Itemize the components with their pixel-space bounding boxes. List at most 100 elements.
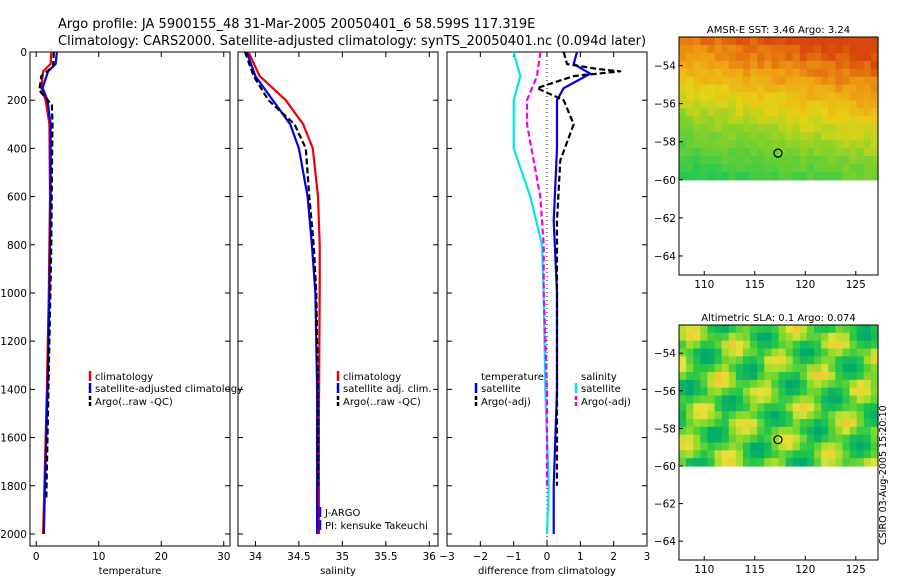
- heatmap-cell: [750, 379, 758, 389]
- heatmap-cell: [707, 387, 716, 397]
- heatmap-cell: [742, 395, 751, 404]
- heatmap-cell: [842, 364, 851, 373]
- legend-label: J-ARGO: [324, 508, 361, 519]
- heatmap-cell: [721, 450, 730, 459]
- heatmap-cell: [750, 76, 758, 86]
- heatmap-cell: [700, 395, 709, 404]
- map-y-tick-label: −56: [654, 386, 676, 398]
- heatmap-cell: [785, 450, 794, 459]
- heatmap-cell: [742, 325, 751, 334]
- heatmap-cell: [742, 348, 751, 357]
- heatmap-cell: [835, 108, 844, 117]
- heatmap-cell: [721, 458, 730, 467]
- heatmap-cell: [870, 60, 879, 70]
- heatmap-cell: [835, 426, 844, 436]
- heatmap-cell: [764, 132, 772, 141]
- heatmap-cell: [856, 60, 865, 70]
- heatmap-cell: [821, 52, 829, 62]
- heatmap-cell: [828, 458, 836, 467]
- heatmap-cell: [750, 458, 758, 467]
- panel-frame: [237, 51, 439, 547]
- heatmap-cell: [707, 395, 716, 404]
- heatmap-cell: [863, 140, 872, 149]
- heatmap-cell: [686, 419, 694, 428]
- heatmap-cell: [750, 37, 758, 46]
- heatmap-cell: [821, 171, 829, 181]
- heatmap-cell: [728, 458, 737, 467]
- map-border: [678, 324, 879, 561]
- heatmap-cell: [757, 84, 765, 94]
- heatmap-cell: [835, 364, 844, 373]
- heatmap-cell: [757, 387, 765, 397]
- heatmap-cell: [757, 411, 765, 420]
- heatmap-cell: [821, 60, 829, 70]
- heatmap-cell: [721, 364, 730, 373]
- heatmap-cell: [778, 124, 787, 133]
- heatmap-cell: [728, 372, 737, 381]
- heatmap-cell: [863, 163, 872, 173]
- heatmap-cell: [679, 108, 687, 117]
- heatmap-cell: [792, 163, 801, 173]
- heatmap-cell: [742, 387, 751, 397]
- heatmap-cell: [764, 84, 772, 94]
- heatmap-cell: [728, 163, 737, 173]
- heatmap-cell: [778, 68, 787, 78]
- map-y-tick-label: −62: [654, 213, 676, 225]
- heatmap-cell: [693, 458, 701, 467]
- heatmap-cell: [700, 116, 709, 125]
- heatmap-cell: [686, 442, 694, 451]
- heatmap-cell: [700, 76, 709, 86]
- heatmap-cell: [721, 92, 730, 102]
- heatmap-cell: [735, 44, 744, 54]
- legend-label: salinity: [581, 372, 617, 383]
- heatmap-cell: [835, 356, 844, 365]
- x-axis-label: difference from climatology: [478, 566, 616, 577]
- x-tick-label: 30: [217, 551, 230, 563]
- heatmap-cell: [842, 116, 851, 125]
- heatmap-cell: [750, 148, 758, 157]
- heatmap-cell: [849, 92, 858, 102]
- heatmap-cell: [778, 325, 787, 334]
- heatmap-cell: [750, 325, 758, 334]
- heatmap-cell: [856, 52, 865, 62]
- heatmap-cell: [735, 372, 744, 381]
- heatmap-cell: [742, 426, 751, 436]
- heatmap-cell: [700, 140, 709, 149]
- heatmap-cell: [778, 116, 787, 125]
- heatmap-cell: [814, 379, 822, 389]
- heatmap-cell: [778, 426, 787, 436]
- heatmap-cell: [856, 124, 865, 133]
- heatmap-cell: [721, 340, 730, 350]
- x-tick-label: 35.5: [374, 551, 397, 563]
- heatmap-cell: [785, 332, 794, 342]
- heatmap-cell: [814, 108, 822, 117]
- heatmap-cell: [821, 163, 829, 173]
- heatmap-cell: [863, 124, 872, 133]
- heatmap-cell: [849, 395, 858, 404]
- heatmap-cell: [686, 450, 694, 459]
- heatmap-cell: [714, 156, 723, 165]
- heatmap-cell: [835, 68, 844, 78]
- heatmap-cell: [792, 37, 801, 46]
- heatmap-cell: [714, 387, 723, 397]
- heatmap-cell: [714, 395, 723, 404]
- heatmap-cell: [686, 140, 694, 149]
- heatmap-cell: [856, 163, 865, 173]
- heatmap-cell: [814, 348, 822, 357]
- heatmap-cell: [799, 108, 808, 117]
- heatmap-cell: [785, 92, 794, 102]
- heatmap-cell: [735, 140, 744, 149]
- heatmap-cell: [693, 76, 701, 86]
- heatmap-cell: [835, 44, 844, 54]
- heatmap-cell: [842, 76, 851, 86]
- heatmap-cell: [735, 116, 744, 125]
- heatmap-cell: [870, 76, 879, 86]
- heatmap-cell: [721, 356, 730, 365]
- heatmap-cell: [778, 395, 787, 404]
- heatmap-cell: [792, 395, 801, 404]
- heatmap-cell: [728, 37, 737, 46]
- heatmap-cell: [757, 426, 765, 436]
- heatmap-cell: [735, 364, 744, 373]
- heatmap-cell: [764, 332, 772, 342]
- heatmap-cell: [742, 84, 751, 94]
